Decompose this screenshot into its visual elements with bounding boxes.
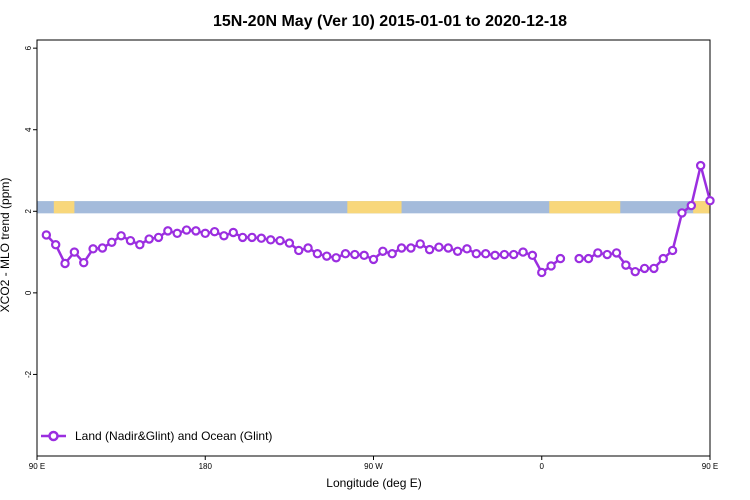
data-point: [537, 267, 547, 278]
x-axis-label: Longitude (deg E): [326, 476, 421, 490]
data-point: [97, 243, 108, 253]
data-point: [200, 228, 210, 239]
data-point: [649, 263, 659, 274]
data-point: [219, 231, 229, 241]
data-point: [191, 226, 201, 236]
data-point: [256, 233, 267, 243]
data-point: [228, 227, 238, 238]
data-point: [686, 200, 697, 211]
data-point: [518, 247, 528, 257]
data-point: [247, 232, 257, 243]
land-segment: [693, 201, 710, 214]
legend-label: Land (Nadir&Glint) and Ocean (Glint): [75, 429, 272, 443]
data-point: [443, 243, 453, 253]
data-point: [144, 234, 154, 244]
y-tick-label: 4: [24, 127, 33, 132]
data-point: [88, 244, 98, 254]
data-point: [181, 225, 192, 235]
data-point: [41, 230, 52, 240]
data-point: [79, 257, 89, 268]
data-point: [677, 208, 687, 218]
land-segment: [549, 201, 621, 214]
data-point: [125, 235, 136, 246]
y-axis-label: XCO2 - MLO trend (ppm): [0, 178, 12, 313]
y-axis: -2 0 2 4 6: [24, 45, 37, 378]
data-point: [340, 249, 351, 259]
data-point: [667, 245, 678, 256]
data-point: [630, 266, 640, 277]
land-segment: [347, 201, 402, 214]
data-point: [462, 244, 472, 254]
data-point: [172, 228, 182, 239]
data-point: [359, 250, 369, 261]
data-point: [107, 237, 117, 247]
data-point: [163, 226, 173, 236]
data-point: [303, 243, 313, 253]
data-point: [705, 195, 715, 206]
data-point: [378, 246, 388, 256]
data-point: [275, 235, 285, 246]
data-point: [322, 251, 332, 261]
land-segment: [53, 201, 75, 214]
data-point: [621, 260, 631, 270]
data-point: [406, 243, 416, 253]
data-point: [237, 232, 248, 243]
y-tick-label: 0: [24, 290, 33, 295]
data-point: [574, 253, 584, 264]
legend: Land (Nadir&Glint) and Ocean (Glint): [41, 429, 272, 443]
data-point: [294, 245, 304, 256]
data-point: [153, 232, 164, 243]
x-tick-label: 180: [199, 462, 213, 471]
series-layer: [41, 160, 715, 278]
data-point: [434, 242, 444, 252]
data-point: [415, 239, 425, 249]
chart-title: 15N-20N May (Ver 10) 2015-01-01 to 2020-…: [213, 13, 567, 30]
y-tick-label: 2: [24, 209, 33, 214]
data-point: [350, 249, 360, 260]
data-point: [555, 253, 566, 264]
data-point: [480, 249, 491, 259]
data-point: [509, 249, 519, 260]
data-point: [135, 240, 145, 250]
data-point: [639, 263, 650, 274]
data-point: [396, 243, 407, 253]
data-point: [695, 160, 706, 171]
data-point: [593, 248, 603, 258]
data-point: [69, 247, 80, 257]
land-ocean-band: [37, 201, 710, 214]
data-point: [331, 253, 341, 263]
data-point: [265, 235, 276, 245]
data-point: [312, 249, 323, 259]
data-point: [209, 226, 220, 237]
data-point: [424, 244, 435, 255]
data-point: [116, 231, 126, 241]
data-point: [499, 249, 510, 260]
data-point: [452, 246, 463, 256]
data-point: [583, 253, 594, 264]
y-tick-label: -2: [24, 370, 33, 378]
y-tick-label: 6: [24, 45, 33, 50]
x-tick-label: 90 E: [29, 462, 45, 471]
x-tick-label: 90 E: [702, 462, 718, 471]
data-point: [527, 250, 538, 261]
data-point: [284, 238, 295, 248]
data-point: [60, 258, 70, 269]
data-point: [658, 253, 668, 264]
data-point: [471, 249, 482, 259]
data-point: [50, 240, 61, 250]
data-point: [546, 261, 556, 271]
x-tick-label: 0: [540, 462, 545, 471]
data-point: [490, 250, 500, 261]
data-point: [387, 249, 397, 259]
data-point: [611, 248, 622, 258]
data-point: [602, 249, 612, 260]
x-axis: 90 E 180 90 W 0 90 E: [29, 456, 718, 471]
x-tick-label: 90 W: [364, 462, 383, 471]
legend-marker: [48, 430, 59, 442]
data-point: [368, 254, 379, 265]
